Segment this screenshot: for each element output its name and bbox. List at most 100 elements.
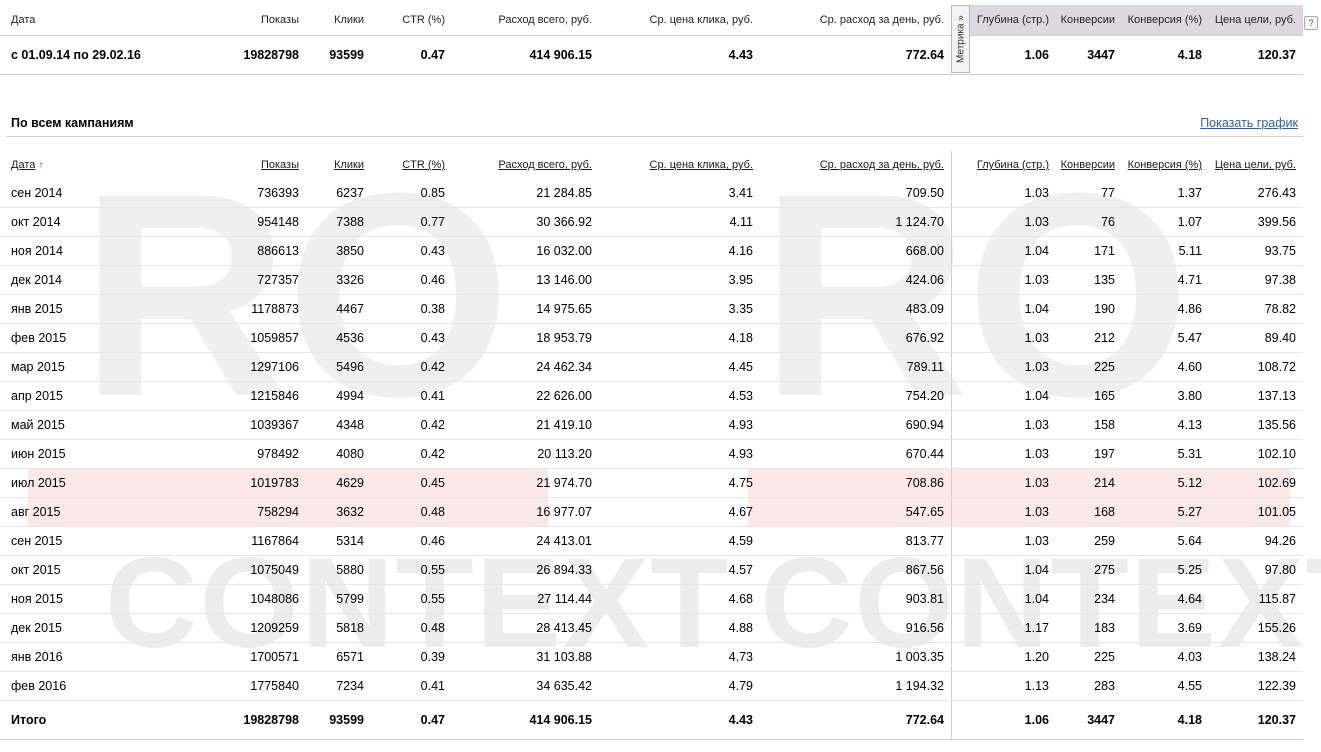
cell-cpc: 4.18 bbox=[592, 323, 753, 353]
cell-clicks: 5880 bbox=[299, 555, 364, 585]
campaign-stats-table: Дата ↑ Показы Клики CTR (%) Расход всего… bbox=[0, 151, 1303, 740]
cell-clicks: 6237 bbox=[299, 179, 364, 208]
cell-conversion-rate: 1.37 bbox=[1115, 179, 1202, 208]
show-chart-link[interactable]: Показать график bbox=[1200, 116, 1298, 130]
cell-daily-spend: 670.44 bbox=[753, 439, 944, 469]
metrika-label: Метрика » bbox=[955, 15, 966, 63]
cell-goal-cost: 94.26 bbox=[1202, 526, 1296, 556]
cell-conversions: 135 bbox=[1049, 265, 1115, 295]
cell-ctr: 0.39 bbox=[364, 642, 445, 672]
table-row: май 2015 1039367 4348 0.42 21 419.10 4.93 690.… bbox=[0, 410, 1303, 440]
cell-date: янв 2015 bbox=[11, 294, 176, 324]
cell-impressions: 1039367 bbox=[176, 410, 299, 440]
cell-conversions: 275 bbox=[1049, 555, 1115, 585]
cell-ctr: 0.85 bbox=[364, 179, 445, 208]
cell-goal-cost: 102.10 bbox=[1202, 439, 1296, 469]
total-goal-cost: 120.37 bbox=[1202, 700, 1296, 740]
column-header-ctr[interactable]: CTR (%) bbox=[402, 159, 445, 171]
summary-daily-spend: 772.64 bbox=[753, 35, 944, 75]
cell-conversion-rate: 4.64 bbox=[1115, 584, 1202, 614]
cell-date: дек 2015 bbox=[11, 613, 176, 643]
summary-header-conversions: Конверсии bbox=[1049, 5, 1115, 36]
table-row: янв 2015 1178873 4467 0.38 14 975.65 3.35 483.… bbox=[0, 294, 1303, 324]
column-header-clicks[interactable]: Клики bbox=[334, 159, 364, 171]
column-header-date-label[interactable]: Дата bbox=[11, 159, 36, 171]
table-row: апр 2015 1215846 4994 0.41 22 626.00 4.53 754.… bbox=[0, 381, 1303, 411]
cell-spend: 22 626.00 bbox=[445, 381, 592, 411]
cell-conversion-rate: 3.69 bbox=[1115, 613, 1202, 643]
cell-cpc: 4.53 bbox=[592, 381, 753, 411]
cell-daily-spend: 754.20 bbox=[753, 381, 944, 411]
cell-depth: 1.04 bbox=[971, 294, 1049, 324]
cell-impressions: 1775840 bbox=[176, 671, 299, 701]
summary-conversions: 3447 bbox=[1049, 35, 1115, 75]
cell-daily-spend: 668.00 bbox=[753, 236, 944, 266]
cell-clicks: 5799 bbox=[299, 584, 364, 614]
total-row: Итого 19828798 93599 0.47 414 906.15 4.4… bbox=[0, 700, 1303, 740]
column-header-cpc[interactable]: Ср. цена клика, руб. bbox=[649, 159, 753, 171]
column-header-depth[interactable]: Глубина (стр.) bbox=[976, 159, 1049, 171]
cell-clicks: 3326 bbox=[299, 265, 364, 295]
total-impressions: 19828798 bbox=[176, 700, 299, 740]
column-header-conversions[interactable]: Конверсии bbox=[1060, 159, 1115, 171]
column-header-goal-cost[interactable]: Цена цели, руб. bbox=[1214, 159, 1296, 171]
summary-ctr: 0.47 bbox=[364, 35, 445, 75]
summary-header-clicks: Клики bbox=[334, 14, 364, 26]
cell-conversion-rate: 4.55 bbox=[1115, 671, 1202, 701]
cell-cpc: 4.73 bbox=[592, 642, 753, 672]
total-label: Итого bbox=[11, 700, 176, 740]
summary-header-depth: Глубина (стр.) bbox=[971, 5, 1049, 36]
cell-date: янв 2016 bbox=[11, 642, 176, 672]
cell-conversion-rate: 4.86 bbox=[1115, 294, 1202, 324]
cell-goal-cost: 102.69 bbox=[1202, 468, 1296, 498]
cell-cpc: 4.93 bbox=[592, 410, 753, 440]
column-header-date[interactable]: Дата ↑ bbox=[11, 151, 176, 179]
cell-depth: 1.04 bbox=[971, 584, 1049, 614]
cell-conversions: 214 bbox=[1049, 468, 1115, 498]
cell-daily-spend: 903.81 bbox=[753, 584, 944, 614]
table-row: мар 2015 1297106 5496 0.42 24 462.34 4.45 789.… bbox=[0, 352, 1303, 382]
cell-goal-cost: 135.56 bbox=[1202, 410, 1296, 440]
cell-spend: 14 975.65 bbox=[445, 294, 592, 324]
cell-ctr: 0.48 bbox=[364, 613, 445, 643]
cell-depth: 1.04 bbox=[971, 381, 1049, 411]
cell-clicks: 4536 bbox=[299, 323, 364, 353]
cell-goal-cost: 97.80 bbox=[1202, 555, 1296, 585]
summary-header-daily-spend: Ср. расход за день, руб. bbox=[819, 14, 944, 26]
cell-daily-spend: 709.50 bbox=[753, 179, 944, 208]
table-row: дек 2015 1209259 5818 0.48 28 413.45 4.88 916.… bbox=[0, 613, 1303, 643]
cell-conversion-rate: 5.25 bbox=[1115, 555, 1202, 585]
cell-cpc: 4.67 bbox=[592, 497, 753, 527]
total-spend: 414 906.15 bbox=[445, 700, 592, 740]
table-row: ноя 2015 1048086 5799 0.55 27 114.44 4.68 903.… bbox=[0, 584, 1303, 614]
cell-spend: 24 462.34 bbox=[445, 352, 592, 382]
cell-ctr: 0.77 bbox=[364, 207, 445, 237]
cell-daily-spend: 1 003.35 bbox=[753, 642, 944, 672]
column-header-conversion-rate[interactable]: Конверсия (%) bbox=[1127, 159, 1202, 171]
cell-goal-cost: 155.26 bbox=[1202, 613, 1296, 643]
cell-spend: 28 413.45 bbox=[445, 613, 592, 643]
cell-spend: 18 953.79 bbox=[445, 323, 592, 353]
cell-conversion-rate: 4.71 bbox=[1115, 265, 1202, 295]
column-header-impressions[interactable]: Показы bbox=[260, 159, 299, 171]
summary-depth: 1.06 bbox=[971, 35, 1049, 75]
cell-cpc: 4.16 bbox=[592, 236, 753, 266]
table-row: окт 2015 1075049 5880 0.55 26 894.33 4.57 867.… bbox=[0, 555, 1303, 585]
summary-header-date: Дата bbox=[11, 14, 36, 26]
cell-goal-cost: 78.82 bbox=[1202, 294, 1296, 324]
metrika-toggle-button[interactable]: Метрика » bbox=[951, 5, 970, 73]
cell-depth: 1.20 bbox=[971, 642, 1049, 672]
cell-clicks: 4994 bbox=[299, 381, 364, 411]
cell-spend: 30 366.92 bbox=[445, 207, 592, 237]
cell-ctr: 0.55 bbox=[364, 584, 445, 614]
column-header-spend[interactable]: Расход всего, руб. bbox=[498, 159, 592, 171]
cell-goal-cost: 137.13 bbox=[1202, 381, 1296, 411]
cell-impressions: 978492 bbox=[176, 439, 299, 469]
cell-conversion-rate: 3.80 bbox=[1115, 381, 1202, 411]
cell-depth: 1.03 bbox=[971, 439, 1049, 469]
cell-goal-cost: 108.72 bbox=[1202, 352, 1296, 382]
cell-date: ноя 2014 bbox=[11, 236, 176, 266]
cell-ctr: 0.41 bbox=[364, 381, 445, 411]
column-header-daily-spend[interactable]: Ср. расход за день, руб. bbox=[819, 159, 944, 171]
help-icon[interactable]: ? bbox=[1304, 16, 1318, 30]
